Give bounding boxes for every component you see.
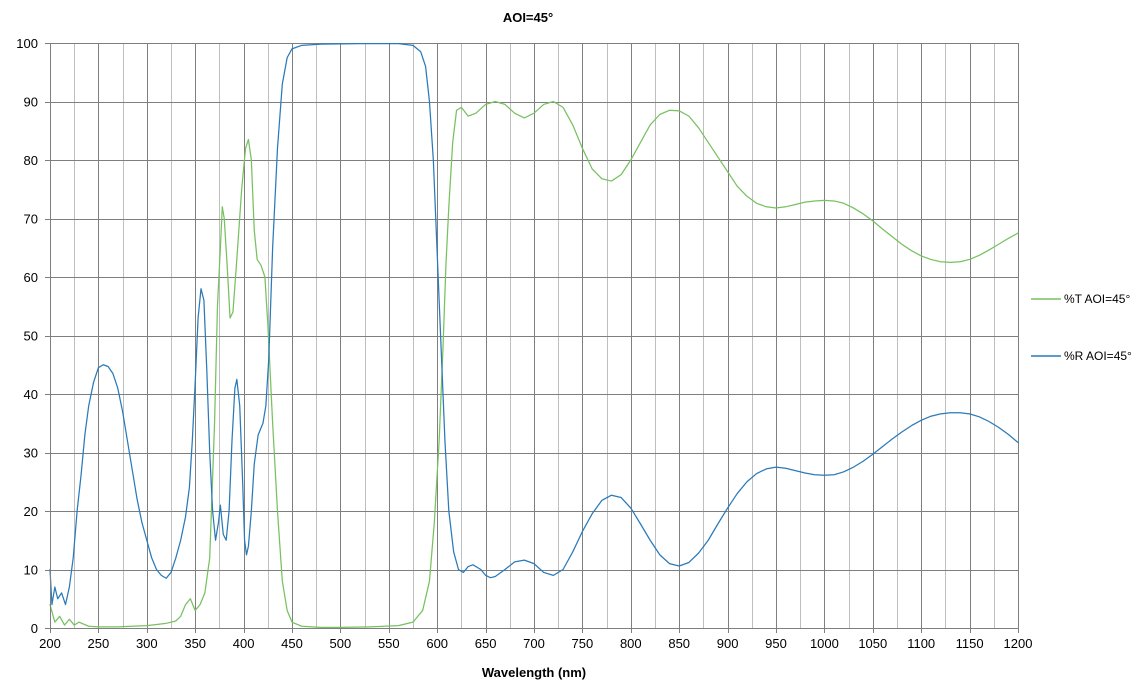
x-tick-label: 900 — [717, 636, 739, 651]
x-tick-label: 600 — [426, 636, 448, 651]
x-tick-label: 1050 — [858, 636, 887, 651]
x-tick-label: 450 — [281, 636, 303, 651]
x-tick-label: 400 — [233, 636, 255, 651]
series-layer — [49, 42, 1019, 629]
y-tick-label: 60 — [24, 270, 38, 285]
x-tick-label: 1100 — [907, 636, 935, 651]
x-tick-label: 250 — [88, 636, 110, 651]
minor-gridlines — [74, 43, 995, 628]
legend: %T AOI=45° %R AOI=45° — [1031, 292, 1132, 363]
x-tick-label: 700 — [523, 636, 545, 651]
y-tick-label: 90 — [24, 95, 38, 110]
y-tick-label: 20 — [24, 504, 38, 519]
x-axis-title: Wavelength (nm) — [482, 665, 586, 680]
series-line-reflection — [49, 42, 1019, 606]
x-tick-label: 1150 — [956, 636, 984, 651]
tick-labels: 200 250 300 350 400 450 500 550 600 650 700 750 800 8… — [16, 36, 1032, 651]
y-tick-label: 70 — [24, 212, 38, 227]
x-tick-label: 200 — [39, 636, 61, 651]
legend-label: %T AOI=45° — [1064, 292, 1130, 306]
axes-layer — [50, 43, 1018, 629]
x-tick-label: 1000 — [810, 636, 839, 651]
y-tick-label: 30 — [24, 446, 38, 461]
x-tick-label: 300 — [136, 636, 158, 651]
legend-label: %R AOI=45° — [1064, 349, 1132, 363]
x-tick-label: 850 — [668, 636, 690, 651]
x-tick-label: 950 — [765, 636, 787, 651]
major-gridlines — [45, 43, 1019, 633]
x-tick-label: 650 — [475, 636, 497, 651]
y-tick-label: 80 — [24, 153, 38, 168]
x-tick-label: 500 — [330, 636, 352, 651]
y-tick-label: 100 — [16, 36, 38, 51]
x-tick-label: 350 — [184, 636, 206, 651]
y-tick-label: 0 — [31, 621, 38, 636]
x-tick-label: 750 — [572, 636, 594, 651]
y-tick-label: 50 — [24, 329, 38, 344]
chart-title: AOI=45° — [503, 10, 553, 25]
x-tick-label: 800 — [620, 636, 642, 651]
x-tick-label: 550 — [378, 636, 400, 651]
y-tick-label: 10 — [24, 563, 38, 578]
y-tick-label: 40 — [24, 387, 38, 402]
series-line-transmission — [49, 100, 1019, 629]
x-tick-label: 1200 — [1004, 636, 1033, 651]
